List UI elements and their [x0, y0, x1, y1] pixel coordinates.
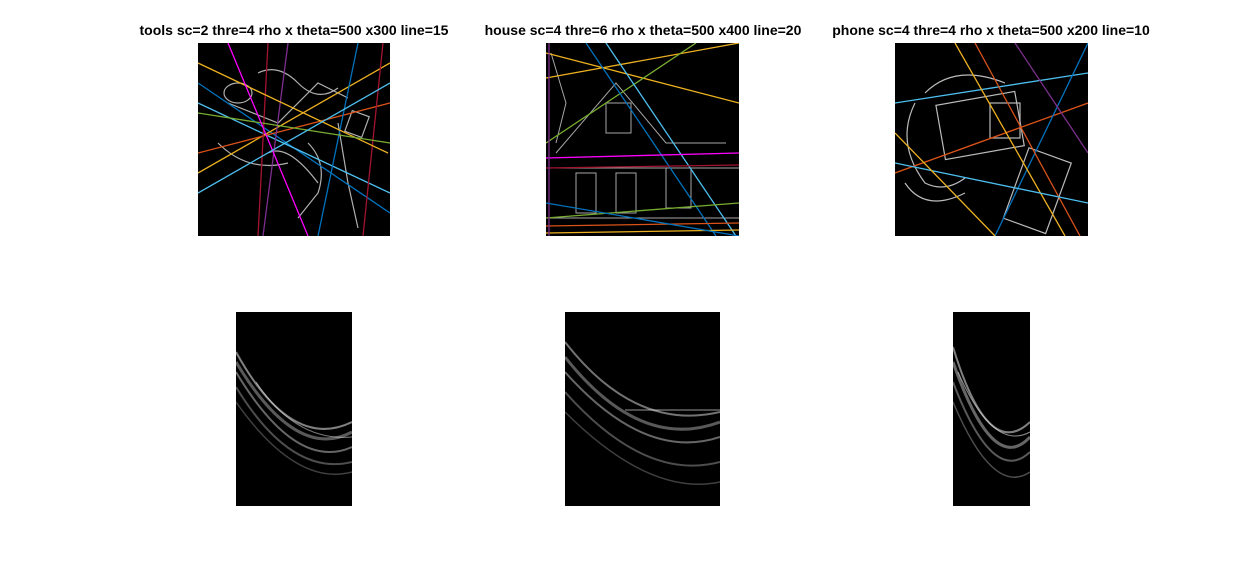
house-hough-accumulator — [565, 312, 720, 506]
phone-hough-svg — [953, 346, 1030, 478]
house-edge-image — [546, 43, 739, 236]
tools-edge-image — [198, 43, 390, 236]
tools-hough-svg — [236, 351, 352, 475]
phone-edge-image — [895, 43, 1088, 236]
house-hough-svg — [565, 341, 720, 485]
tools-hough-accumulator — [236, 312, 352, 506]
house-edge-svg — [546, 43, 739, 236]
tools-edge-svg — [198, 43, 390, 236]
title-phone: phone sc=4 thre=4 rho x theta=500 x200 l… — [832, 22, 1150, 38]
title-house: house sc=4 thre=6 rho x theta=500 x400 l… — [484, 22, 802, 38]
phone-edge-svg — [895, 43, 1088, 236]
phone-hough-accumulator — [953, 312, 1030, 506]
title-tools: tools sc=2 thre=4 rho x theta=500 x300 l… — [139, 22, 449, 38]
